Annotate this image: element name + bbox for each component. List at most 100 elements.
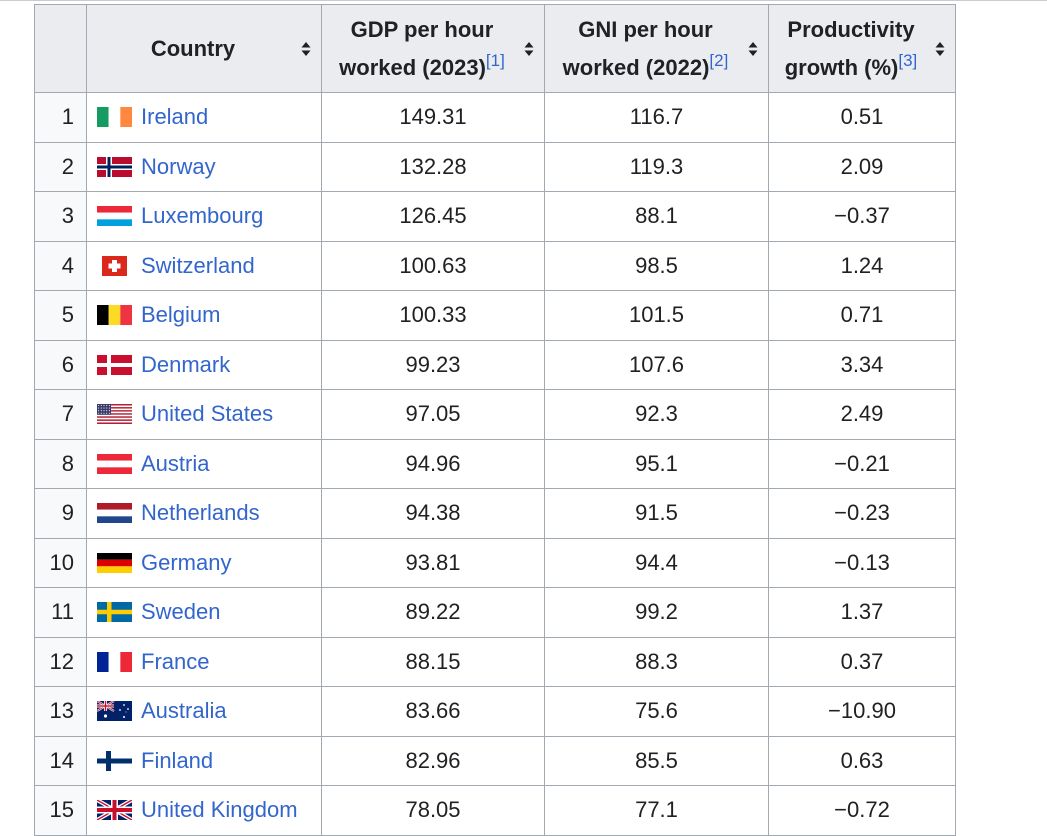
rank-cell: 3: [34, 191, 87, 242]
gni-cell: 94.4: [544, 537, 769, 588]
country-link[interactable]: Belgium: [141, 302, 221, 328]
united-kingdom-flag-icon[interactable]: [97, 800, 132, 821]
country-link[interactable]: United Kingdom: [141, 797, 298, 823]
rank-cell: 13: [34, 686, 87, 737]
australia-flag-icon[interactable]: [97, 701, 132, 722]
gdp-header[interactable]: GDP per hour worked (2023)[1]: [321, 4, 545, 93]
growth-cell: 0.63: [768, 735, 956, 786]
denmark-flag-icon[interactable]: [97, 354, 132, 375]
gdp-cell: 93.81: [321, 537, 545, 588]
rank-cell: 8: [34, 438, 87, 489]
country-header[interactable]: Country: [86, 4, 322, 93]
productivity-table: Country GDP per hour worked (2023)[1] GN…: [34, 4, 956, 836]
luxembourg-flag-icon[interactable]: [97, 206, 132, 227]
gdp-cell: 100.63: [321, 240, 545, 291]
rank-header: [34, 4, 87, 93]
table-row: 11 Sweden 89.22 99.2 1.37: [34, 587, 956, 638]
rank-cell: 9: [34, 488, 87, 539]
table-row: 14 Finland 82.96 85.5 0.63: [34, 735, 956, 786]
country-link[interactable]: Luxembourg: [141, 203, 264, 229]
growth-cell: −0.23: [768, 488, 956, 539]
gni-reference-link[interactable]: [2]: [709, 50, 729, 70]
table-row: 5 Belgium 100.33 101.5 0.71: [34, 290, 956, 341]
gdp-cell: 94.38: [321, 488, 545, 539]
country-cell: France: [86, 636, 322, 687]
sort-arrows-icon[interactable]: [748, 41, 758, 57]
country-cell: Austria: [86, 438, 322, 489]
country-link[interactable]: Norway: [141, 153, 216, 179]
table-row: 12 France 88.15 88.3 0.37: [34, 636, 956, 687]
switzerland-flag-icon[interactable]: [97, 255, 132, 276]
rank-cell: 7: [34, 389, 87, 440]
growth-cell: 0.37: [768, 636, 956, 687]
country-link[interactable]: Germany: [141, 549, 232, 575]
country-link[interactable]: Denmark: [141, 351, 231, 377]
sweden-flag-icon[interactable]: [97, 602, 132, 623]
gni-header[interactable]: GNI per hour worked (2022)[2]: [544, 4, 769, 93]
gdp-cell: 149.31: [321, 92, 545, 143]
gni-cell: 77.1: [544, 785, 769, 836]
country-link[interactable]: Finland: [141, 747, 214, 773]
gni-cell: 88.1: [544, 191, 769, 242]
rank-cell: 11: [34, 587, 87, 638]
growth-cell: −0.21: [768, 438, 956, 489]
country-link[interactable]: Ireland: [141, 104, 209, 130]
united-states-flag-icon[interactable]: [97, 404, 132, 425]
table-body: 1 Ireland 149.31 116.7 0.51 2 Norway 132.28 119.…: [34, 92, 956, 836]
gni-cell: 85.5: [544, 735, 769, 786]
sort-arrows-icon[interactable]: [301, 41, 311, 57]
growth-header-line2: growth (%): [784, 54, 899, 80]
country-cell: Switzerland: [86, 240, 322, 291]
table-row: 4 Switzerland 100.63 98.5 1.24: [34, 240, 956, 291]
country-link[interactable]: France: [141, 648, 210, 674]
growth-header-line1: Productivity: [787, 16, 915, 42]
sort-arrows-icon[interactable]: [935, 41, 945, 57]
finland-flag-icon[interactable]: [97, 750, 132, 771]
gni-cell: 116.7: [544, 92, 769, 143]
gni-cell: 119.3: [544, 141, 769, 192]
rank-cell: 14: [34, 735, 87, 786]
table-row: 3 Luxembourg 126.45 88.1 −0.37: [34, 191, 956, 242]
sort-arrows-icon[interactable]: [524, 41, 534, 57]
table-row: 10 Germany 93.81 94.4 −0.13: [34, 537, 956, 588]
country-link[interactable]: Netherlands: [141, 500, 260, 526]
growth-header[interactable]: Productivity growth (%)[3]: [768, 4, 956, 93]
france-flag-icon[interactable]: [97, 651, 132, 672]
germany-flag-icon[interactable]: [97, 552, 132, 573]
gdp-cell: 97.05: [321, 389, 545, 440]
growth-cell: −0.13: [768, 537, 956, 588]
gni-header-line2: worked (2022): [562, 54, 710, 80]
growth-cell: 0.51: [768, 92, 956, 143]
country-cell: United Kingdom: [86, 785, 322, 836]
gni-cell: 101.5: [544, 290, 769, 341]
belgium-flag-icon[interactable]: [97, 305, 132, 326]
gni-cell: 98.5: [544, 240, 769, 291]
country-cell: Germany: [86, 537, 322, 588]
netherlands-flag-icon[interactable]: [97, 503, 132, 524]
country-cell: United States: [86, 389, 322, 440]
growth-cell: −0.37: [768, 191, 956, 242]
gdp-cell: 99.23: [321, 339, 545, 390]
norway-flag-icon[interactable]: [97, 156, 132, 177]
country-link[interactable]: Switzerland: [141, 252, 255, 278]
country-link[interactable]: Sweden: [141, 599, 221, 625]
austria-flag-icon[interactable]: [97, 453, 132, 474]
gdp-cell: 82.96: [321, 735, 545, 786]
growth-reference-link[interactable]: [3]: [898, 50, 918, 70]
rank-cell: 15: [34, 785, 87, 836]
gni-cell: 99.2: [544, 587, 769, 638]
country-cell: Belgium: [86, 290, 322, 341]
growth-cell: −0.72: [768, 785, 956, 836]
country-cell: Australia: [86, 686, 322, 737]
ireland-flag-icon[interactable]: [97, 107, 132, 128]
gdp-reference-link[interactable]: [1]: [485, 50, 505, 70]
gdp-cell: 100.33: [321, 290, 545, 341]
rank-cell: 6: [34, 339, 87, 390]
gni-cell: 75.6: [544, 686, 769, 737]
gdp-cell: 89.22: [321, 587, 545, 638]
country-link[interactable]: Australia: [141, 698, 227, 724]
country-link[interactable]: United States: [141, 401, 274, 427]
gni-header-line1: GNI per hour: [578, 16, 713, 42]
country-link[interactable]: Austria: [141, 450, 210, 476]
country-cell: Netherlands: [86, 488, 322, 539]
